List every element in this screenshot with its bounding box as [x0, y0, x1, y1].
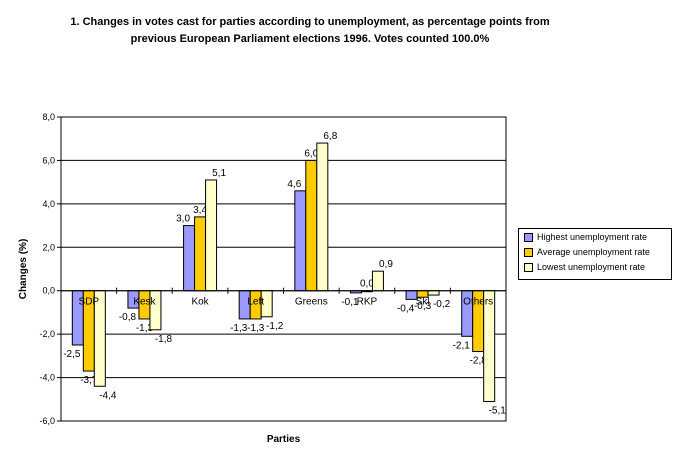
y-tick-label: -4,0	[39, 373, 55, 383]
plot-area	[60, 116, 507, 422]
legend-item-lowest: Lowest unemployment rate	[524, 260, 671, 274]
category-label: Others	[463, 297, 493, 308]
legend-label-average: Average unemployment rate	[537, 247, 650, 257]
data-label: -2,5	[63, 349, 81, 360]
data-label: 3,0	[176, 214, 190, 225]
data-label: -4,4	[99, 390, 117, 401]
legend-swatch-highest	[524, 232, 533, 242]
bar-kok-series-3	[205, 179, 218, 292]
data-label: -1,8	[155, 334, 173, 345]
data-label: 6,0	[304, 148, 318, 159]
bar-greens-series-2	[305, 159, 318, 292]
bar-rkp-series-3	[371, 270, 384, 292]
category-label: Kok	[191, 297, 209, 308]
legend-label-lowest: Lowest unemployment rate	[537, 262, 646, 272]
x-axis-title: Parties	[267, 434, 301, 445]
legend-label-highest: Highest unemployment rate	[537, 232, 648, 242]
data-label: -1,2	[266, 321, 284, 332]
data-label: 6,8	[323, 131, 337, 142]
category-label: Skl	[416, 297, 430, 308]
data-label: -1,3	[136, 323, 154, 334]
y-tick-label: 4,0	[42, 199, 55, 209]
y-tick-label: 6,0	[42, 155, 55, 165]
data-label: 0,9	[379, 259, 393, 270]
legend-item-average: Average unemployment rate	[524, 245, 671, 259]
y-tick-label: 2,0	[42, 242, 55, 252]
category-label: SDP	[79, 297, 100, 308]
data-label: -0,2	[433, 299, 451, 310]
data-label: -1,3	[247, 323, 265, 334]
data-label: -3,7	[80, 375, 98, 386]
chart-title-line1: 1. Changes in votes cast for parties acc…	[70, 16, 550, 28]
chart-title-line2: previous European Parliament elections 1…	[130, 33, 490, 45]
legend-swatch-lowest	[524, 262, 533, 272]
data-label: -0,3	[414, 301, 432, 312]
data-label: -0,4	[397, 303, 415, 314]
data-label: -0,1	[341, 297, 359, 308]
bar-kok-series-2	[194, 216, 207, 292]
data-label: -0,8	[119, 312, 137, 323]
y-tick-label: 8,0	[42, 112, 55, 122]
bar-kok-series-1	[183, 225, 196, 292]
chart-legend: Highest unemployment rate Average unempl…	[518, 228, 672, 280]
category-label: RKP	[357, 297, 378, 308]
legend-item-highest: Highest unemployment rate	[524, 230, 671, 244]
data-label: 5,1	[212, 168, 226, 179]
y-axis-title: Changes (%)	[18, 239, 29, 300]
data-label: -5,1	[489, 405, 507, 416]
data-label: -2,8	[470, 356, 488, 367]
bar-greens-series-3	[316, 142, 329, 292]
category-label: Kesk	[133, 297, 156, 308]
y-tick-label: 0,0	[42, 286, 55, 296]
data-label: 3,4	[193, 205, 207, 216]
chart-title: 1. Changes in votes cast for parties acc…	[0, 14, 620, 48]
category-label: Left	[247, 297, 264, 308]
y-tick-label: -2,0	[39, 329, 55, 339]
data-label: 0,0	[360, 279, 374, 290]
y-tick-label: -6,0	[39, 416, 55, 426]
data-label: -2,1	[453, 340, 471, 351]
category-label: Greens	[295, 297, 328, 308]
legend-swatch-average	[524, 247, 533, 257]
data-label: -1,3	[230, 323, 248, 334]
data-label: 4,6	[287, 179, 301, 190]
bar-greens-series-1	[294, 190, 307, 292]
bar-skl-series-3	[427, 290, 440, 296]
